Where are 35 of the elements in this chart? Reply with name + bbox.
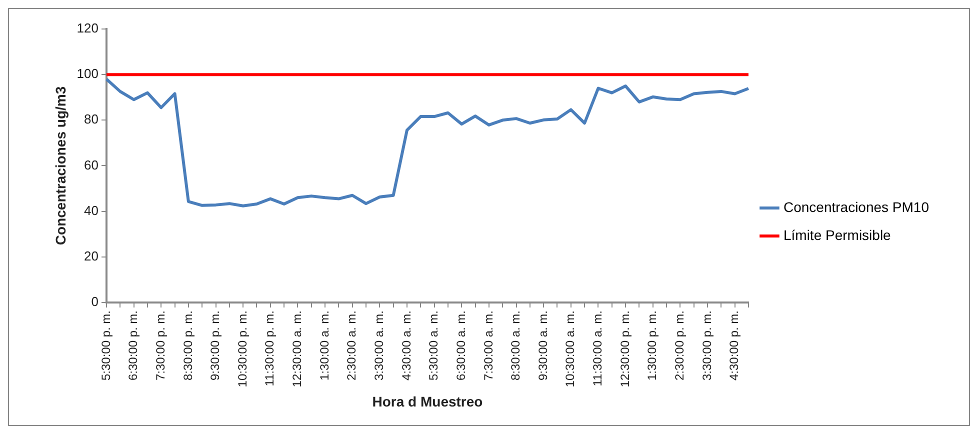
x-tick-label: 12:30:00 p. m.	[618, 310, 632, 388]
y-axis-title: Concentraciones ug/m3	[52, 86, 68, 246]
x-tick-label: 1:30:00 p. m.	[645, 310, 660, 381]
x-tick-label: 6:30:00 a. m.	[454, 310, 468, 381]
x-tick-label: 4:30:00 a. m.	[399, 310, 414, 381]
x-tick-label: 10:30:00 p. m.	[235, 310, 250, 388]
x-tick-label: 11:30:00 a. m.	[590, 310, 605, 386]
x-tick-label: 1:30:00 a. m.	[317, 310, 332, 381]
x-tick-label: 5:30:00 p. m.	[98, 310, 113, 381]
y-tick-label: 100	[76, 66, 98, 82]
x-tick-label: 10:30:00 a. m.	[563, 310, 578, 388]
x-tick-label: 8:30:00 a. m.	[508, 310, 523, 381]
x-tick-label: 7:30:00 p. m.	[153, 310, 168, 381]
legend-label: Límite Permisible	[783, 226, 892, 243]
y-tick-label: 0	[91, 294, 98, 310]
x-tick-label: 5:30:00 a. m.	[426, 310, 441, 381]
x-tick-label: 3:30:00 a. m.	[372, 310, 386, 381]
y-tick-label: 120	[76, 20, 98, 36]
y-tick-label: 20	[84, 248, 98, 264]
x-tick-label: 6:30:00 p. m.	[126, 310, 140, 381]
x-tick-label: 4:30:00 p. m.	[727, 310, 742, 381]
x-tick-label: 11:30:00 p. m.	[262, 310, 277, 386]
x-axis-title: Hora d Muestreo	[372, 393, 483, 410]
x-tick-label: 7:30:00 a. m.	[481, 310, 496, 381]
x-tick-label: 2:30:00 a. m.	[344, 310, 359, 381]
y-tick-label: 80	[84, 112, 98, 127]
legend-label: Concentraciones PM10	[783, 198, 930, 215]
x-tick-label: 8:30:00 p. m.	[180, 310, 195, 381]
x-tick-label: 9:30:00 a. m.	[536, 310, 550, 381]
x-tick-label: 12:30:00 a. m.	[290, 310, 304, 388]
x-tick-label: 2:30:00 p. m.	[672, 310, 686, 381]
y-tick-label: 40	[84, 202, 98, 218]
x-tick-label: 9:30:00 p. m.	[208, 310, 222, 381]
y-tick-label: 60	[84, 157, 98, 172]
x-tick-label: 3:30:00 p. m.	[700, 310, 714, 381]
